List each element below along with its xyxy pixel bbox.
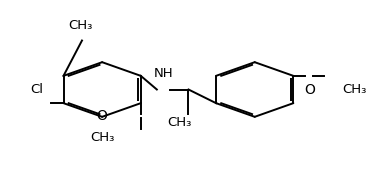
Text: CH₃: CH₃	[68, 19, 93, 32]
Text: NH: NH	[153, 67, 173, 80]
Text: CH₃: CH₃	[90, 131, 114, 144]
Text: O: O	[305, 83, 316, 96]
Text: O: O	[97, 109, 107, 123]
Text: CH₃: CH₃	[168, 116, 192, 129]
Text: CH₃: CH₃	[343, 83, 367, 96]
Text: Cl: Cl	[30, 83, 43, 96]
